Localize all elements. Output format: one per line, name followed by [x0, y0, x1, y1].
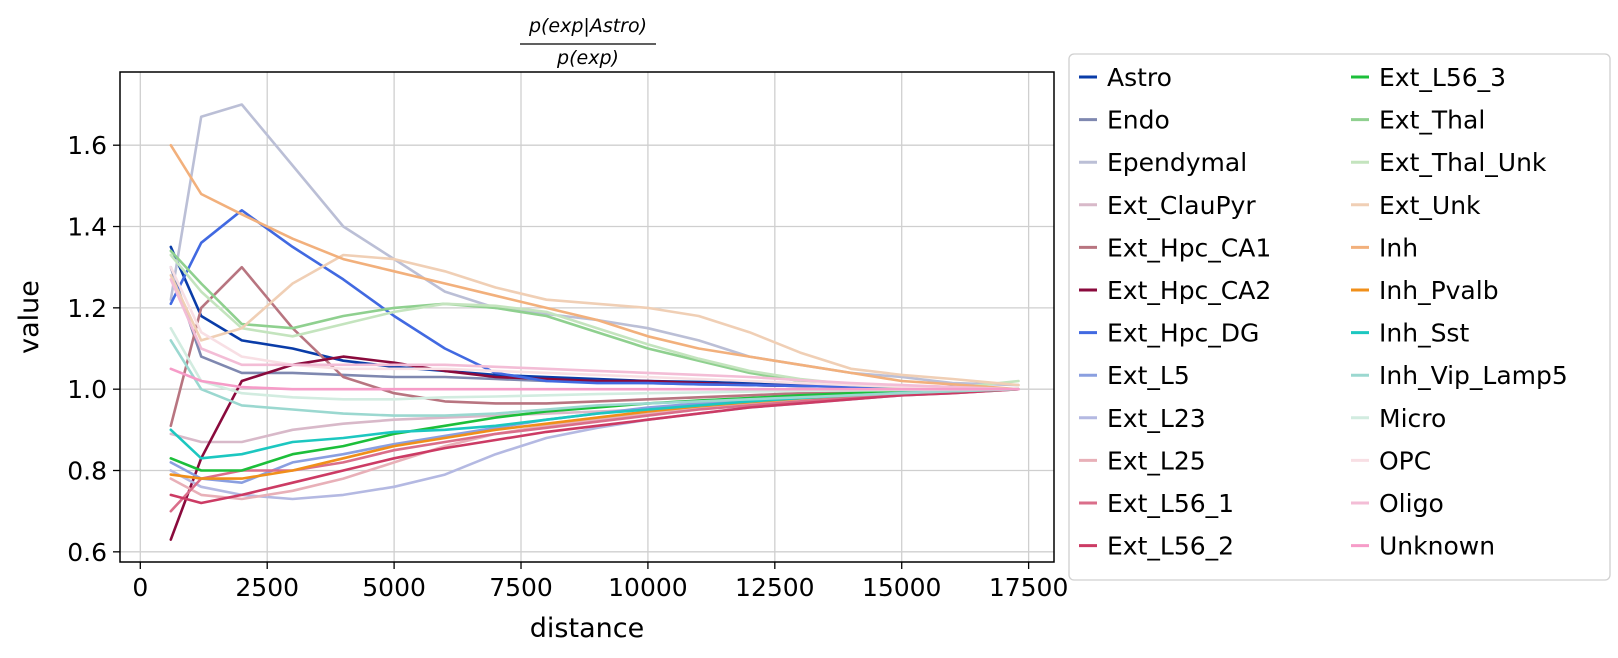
series-line-unknown: [169, 367, 1020, 391]
y-axis-label: value: [14, 280, 45, 354]
x-tick-label: 7500: [489, 573, 553, 602]
legend-label: Ext_ClauPyr: [1107, 191, 1256, 220]
series-line-ext-l56-1: [169, 387, 1020, 513]
series-line-ext-l56-2: [169, 387, 1020, 505]
legend-label: Ext_L56_2: [1107, 532, 1234, 561]
legend-label: OPC: [1379, 446, 1431, 475]
x-axis-label: distance: [530, 613, 644, 644]
legend-box: [1068, 53, 1611, 581]
series-lines: [169, 103, 1020, 541]
series-line-inh-vip-lamp5: [169, 339, 1020, 417]
y-tick-label: 1.4: [67, 213, 107, 242]
legend: Astro Endo Ependymal Ext_ClauPyr Ext_Hpc_CA1…: [1068, 53, 1611, 581]
legend-label: Ependymal: [1107, 148, 1247, 177]
legend-label: Ext_L23: [1107, 404, 1206, 433]
legend-label: Unknown: [1379, 532, 1495, 561]
y-tick-label: 0.8: [67, 457, 107, 486]
x-tick-label: 17500: [989, 573, 1069, 602]
legend-label: Inh_Sst: [1379, 319, 1469, 348]
title-denominator: p(exp): [556, 47, 619, 69]
legend-label: Ext_Hpc_CA2: [1107, 276, 1271, 305]
x-tick-label: 2500: [235, 573, 299, 602]
legend-label: Endo: [1107, 106, 1170, 135]
legend-label: Ext_L56_3: [1379, 63, 1506, 92]
series-line-opc: [169, 265, 1020, 391]
y-tick-label: 1.0: [67, 375, 107, 404]
title-numerator: p(exp|Astro): [528, 15, 647, 37]
legend-label: Micro: [1379, 404, 1446, 433]
legend-label: Inh_Pvalb: [1379, 276, 1499, 305]
legend-label: Inh_Vip_Lamp5: [1379, 361, 1568, 390]
legend-label: Inh: [1379, 233, 1418, 262]
legend-label: Ext_L25: [1107, 446, 1206, 475]
y-tick-label: 1.2: [67, 294, 107, 323]
legend-label: Ext_Unk: [1379, 191, 1481, 220]
series-line-oligo: [169, 278, 1020, 391]
plot-frame: [119, 71, 1055, 563]
series-line-inh: [169, 143, 1020, 391]
x-tick-label: 15000: [862, 573, 942, 602]
series-line-ext-unk: [169, 253, 1020, 387]
x-tick-label: 12500: [735, 573, 815, 602]
legend-label: Ext_L56_1: [1107, 489, 1234, 518]
legend-label: Ext_Hpc_CA1: [1107, 233, 1271, 262]
x-tick-label: 0: [132, 573, 148, 602]
legend-label: Ext_L5: [1107, 361, 1190, 390]
legend-label: Oligo: [1379, 489, 1444, 518]
series-line-ext-l56-3: [169, 387, 1020, 472]
x-tick-label: 5000: [362, 573, 426, 602]
y-tick-label: 0.6: [67, 538, 107, 567]
chart-title: p(exp|Astro) p(exp): [520, 15, 656, 69]
legend-label: Astro: [1107, 63, 1172, 92]
legend-label: Ext_Thal: [1379, 106, 1485, 135]
series-line-ext-hpc-dg: [169, 209, 1020, 391]
x-tick-label: 10000: [608, 573, 688, 602]
legend-label: Ext_Hpc_DG: [1107, 319, 1259, 348]
axis-ticks: 0 2500 5000 7500 10000 12500 15000 17500 0.6 0.8 1…: [67, 131, 1068, 602]
y-tick-label: 1.6: [67, 131, 107, 160]
legend-label: Ext_Thal_Unk: [1379, 148, 1547, 177]
